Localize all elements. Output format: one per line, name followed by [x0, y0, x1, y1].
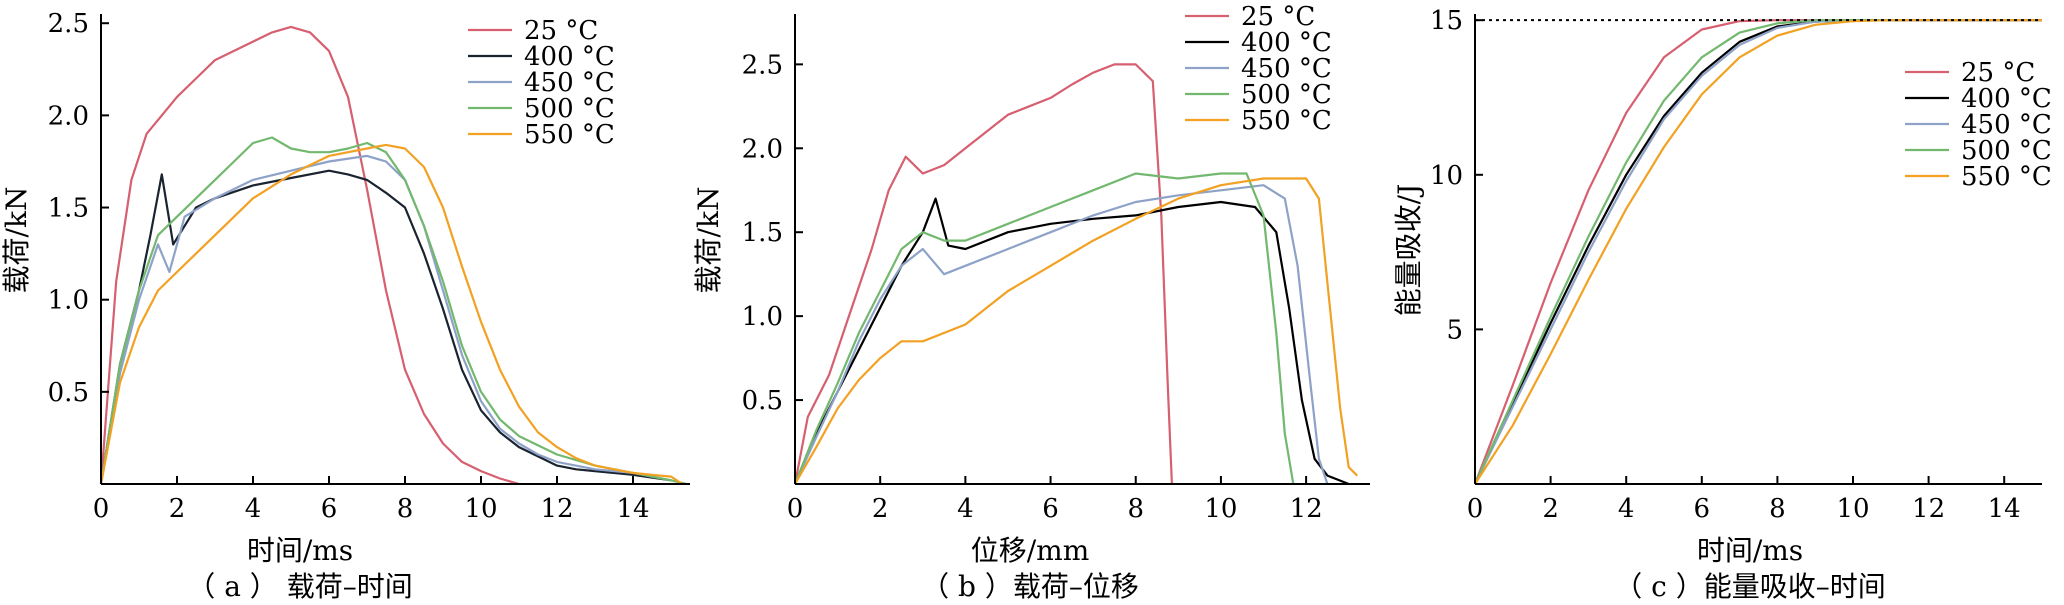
panel-b-x-tick-label: 10: [1204, 494, 1237, 524]
panel-c-x-tick-label: 2: [1542, 494, 1559, 524]
panel-a-ticks: 0 2 4 6 8 10 12 14 0.5 1.0 1.5 2.0 2.5: [48, 9, 650, 524]
panel-c-ticks: 0 2 4 6 8 10 12 14 5 10 15: [1430, 6, 2021, 524]
panel-a-legend-label-1: 400 °C: [524, 42, 615, 72]
panel-b-xlabel: 位移/mm: [971, 534, 1090, 567]
panel-a-x-tick-label: 14: [616, 494, 649, 524]
panel-b-legend-label-1: 400 °C: [1241, 28, 1332, 58]
panel-c-series-line-3: [1473, 19, 2042, 485]
panel-a-x-tick-label: 10: [464, 494, 497, 524]
panel-c-ylabel: 能量吸收/J: [1392, 184, 1425, 317]
panel-b-series-line-2: [793, 184, 1329, 485]
panel-b-legend-label-2: 450 °C: [1241, 54, 1332, 84]
panel-a-series-line-2: [99, 154, 672, 485]
panel-c-legend-label-4: 550 °C: [1961, 162, 2052, 192]
panel-a-legend-label-3: 500 °C: [524, 94, 615, 124]
panel-c-caption: （ c ）能量吸收–时间: [1614, 570, 1885, 603]
panel-a-series-line-3: [99, 136, 687, 486]
panel-b-series-line-3: [793, 172, 1295, 485]
panel-c-series-line-1: [1474, 19, 2042, 485]
panel-c-y-tick-label: 5: [1446, 315, 1463, 345]
panel-b-x-tick-label: 6: [1042, 494, 1059, 524]
panel-a-x-tick-label: 12: [540, 494, 573, 524]
panel-a-load-time: 0 2 4 6 8 10 12 14 0.5 1.0 1.5 2.0 2.5 载荷/kN 时间/ms （…: [0, 9, 690, 603]
panel-a-legend-label-4: 550 °C: [524, 120, 615, 150]
panel-b-series-line-0: [793, 63, 1173, 485]
panel-b-x-tick-label: 0: [787, 494, 804, 524]
panel-c-legend-label-3: 500 °C: [1961, 136, 2052, 166]
panel-c-axes: [1474, 14, 2042, 485]
panel-b-legend-label-4: 550 °C: [1241, 106, 1332, 136]
panel-c-x-tick-label: 6: [1694, 494, 1711, 524]
panel-a-series-line-0: [99, 25, 520, 486]
panel-a-y-tick-label: 1.0: [48, 286, 89, 316]
panel-b-series-line-4: [794, 177, 1358, 485]
panel-c-series-line-4: [1474, 19, 2042, 485]
panel-a-ylabel: 载荷/kN: [0, 187, 33, 294]
panel-b-y-tick-label: 0.5: [742, 386, 783, 416]
panel-b-y-tick-label: 1.5: [742, 218, 783, 248]
panel-a-x-tick-label: 2: [169, 494, 186, 524]
panel-c-x-tick-label: 14: [1988, 494, 2021, 524]
panel-a-x-tick-label: 4: [245, 494, 262, 524]
panel-a-y-tick-label: 1.5: [48, 194, 89, 224]
panel-c-legend-label-1: 400 °C: [1961, 84, 2052, 114]
panel-c-series-line-2: [1474, 19, 2042, 485]
panel-c-x-tick-label: 8: [1769, 494, 1786, 524]
panel-b-legend-label-3: 500 °C: [1241, 80, 1332, 110]
panel-b-x-tick-label: 4: [957, 494, 974, 524]
panel-a-legend-label-2: 450 °C: [524, 68, 615, 98]
panel-c-series: [1473, 19, 2042, 485]
panel-b-load-displacement: 0 2 4 6 8 10 12 0.5 1.0 1.5 2.0 2.5 载荷/kN 位移/mm （ b…: [692, 2, 1370, 603]
panel-a-caption: （ a ） 载荷–时间: [187, 570, 412, 603]
panel-a-y-tick-label: 2.5: [48, 9, 89, 39]
panel-c-x-tick-label: 4: [1618, 494, 1635, 524]
panel-b-x-tick-label: 12: [1290, 494, 1323, 524]
panel-b-ylabel: 载荷/kN: [692, 187, 725, 294]
panel-b-y-tick-label: 2.5: [742, 50, 783, 80]
panel-b-y-tick-label: 2.0: [742, 134, 783, 164]
panel-a-y-tick-label: 0.5: [48, 378, 89, 408]
panel-a-series: [99, 25, 687, 486]
panel-a-axes: [100, 14, 690, 485]
panel-c-series-line-0: [1473, 19, 2042, 485]
panel-c-x-tick-label: 0: [1467, 494, 1484, 524]
panel-a-series-line-4: [99, 143, 683, 485]
panel-b-legend-label-0: 25 °C: [1241, 2, 1315, 32]
panel-c-xlabel: 时间/ms: [1697, 534, 1803, 567]
panel-c-y-tick-label: 10: [1430, 161, 1463, 191]
panel-a-x-tick-label: 6: [321, 494, 338, 524]
panel-c-energy-time: 0 2 4 6 8 10 12 14 5 10 15 能量吸收/J 时间/ms （ c ）能量吸收–…: [1392, 6, 2052, 603]
panel-b-x-tick-label: 8: [1127, 494, 1144, 524]
panel-a-y-tick-label: 2.0: [48, 101, 89, 131]
panel-b-caption: （ b ）载荷–位移: [921, 570, 1139, 603]
panel-a-x-tick-label: 0: [93, 494, 110, 524]
panel-a-legend-label-0: 25 °C: [524, 16, 598, 46]
panel-c-x-tick-label: 10: [1836, 494, 1869, 524]
panel-b-series: [793, 63, 1358, 486]
panel-a-series-line-1: [99, 169, 672, 485]
panel-c-y-tick-label: 15: [1430, 6, 1463, 36]
panel-a-xlabel: 时间/ms: [247, 534, 353, 567]
panel-b-axes: [794, 14, 1370, 485]
panel-a-x-tick-label: 8: [397, 494, 414, 524]
panel-b-series-line-1: [793, 197, 1350, 486]
panel-c-x-tick-label: 12: [1912, 494, 1945, 524]
panel-b-ticks: 0 2 4 6 8 10 12 0.5 1.0 1.5 2.0 2.5: [742, 50, 1323, 524]
panel-c-legend-label-0: 25 °C: [1961, 58, 2035, 88]
panel-b-y-tick-label: 1.0: [742, 302, 783, 332]
panel-c-legend-label-2: 450 °C: [1961, 110, 2052, 140]
panel-b-x-tick-label: 2: [872, 494, 889, 524]
